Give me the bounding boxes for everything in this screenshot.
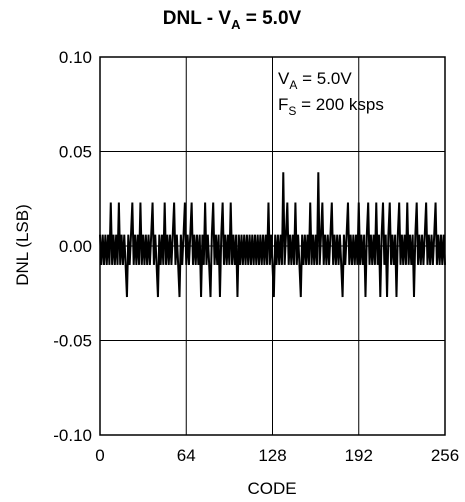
- y-tick-label: -0.10: [53, 426, 92, 445]
- x-axis-label: CODE: [247, 479, 296, 498]
- chart-title-tail: = 5.0V: [240, 8, 301, 29]
- annotation-supply-voltage: VA = 5.0V: [278, 69, 352, 92]
- y-tick-label: 0.00: [59, 237, 92, 256]
- y-tick-label: -0.05: [53, 332, 92, 351]
- annotation-supply-voltage-sub: A: [289, 78, 297, 92]
- annotation-supply-voltage-main: V: [278, 69, 290, 88]
- x-tick-label: 256: [431, 446, 459, 465]
- annotation-supply-voltage-tail: = 5.0V: [297, 69, 352, 88]
- x-tick-label: 192: [345, 446, 373, 465]
- annotation-sample-rate-main: F: [278, 95, 288, 114]
- x-tick-label: 64: [177, 446, 196, 465]
- chart-title-subscript: A: [231, 17, 241, 32]
- y-tick-labels: 0.10 0.05 0.00 -0.05 -0.10: [53, 48, 92, 445]
- chart-title-main: DNL - V: [163, 8, 232, 29]
- chart-title: DNL - VA = 5.0V: [163, 8, 302, 32]
- y-tick-label: 0.05: [59, 143, 92, 162]
- x-tick-labels: 0 64 128 192 256: [95, 446, 459, 465]
- y-tick-label: 0.10: [59, 48, 92, 67]
- dnl-series-line: [99, 172, 446, 298]
- x-tick-label: 0: [95, 446, 104, 465]
- annotation-sample-rate: FS = 200 ksps: [278, 95, 384, 118]
- annotation-sample-rate-sub: S: [288, 104, 296, 118]
- y-axis-label: DNL (LSB): [13, 204, 32, 286]
- annotations: VA = 5.0V FS = 200 ksps: [278, 69, 384, 118]
- x-tick-label: 128: [258, 446, 286, 465]
- annotation-sample-rate-tail: = 200 ksps: [296, 95, 383, 114]
